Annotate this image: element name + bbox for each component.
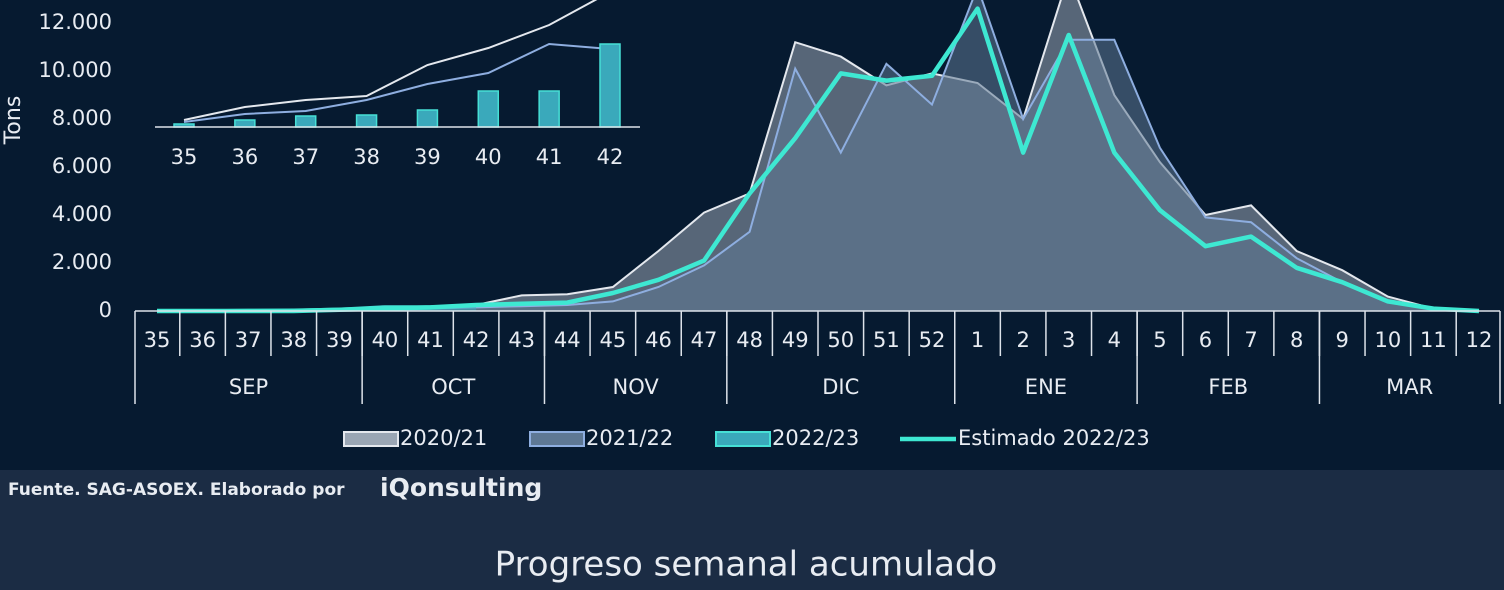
y-tick-label: 10.000 <box>39 58 112 82</box>
group-label: OCT <box>431 375 475 399</box>
x-tick-label: 36 <box>189 328 216 352</box>
legend-swatch <box>343 431 399 447</box>
inset-bar <box>294 115 317 128</box>
x-tick-label: 35 <box>144 328 171 352</box>
plot: 35 36 37 38 39 40 41 42 <box>150 0 1480 314</box>
logo: iQonsulting <box>380 473 542 502</box>
inset-tick-label: 39 <box>414 145 441 169</box>
area-fill <box>157 0 1479 311</box>
x-tick-label: 47 <box>691 328 718 352</box>
x-tick-label: 12 <box>1466 328 1493 352</box>
source: Fuente. SAG-ASOEX. Elaborado por <box>8 480 345 500</box>
group-label: DIC <box>822 375 859 399</box>
inset-tick-label: 35 <box>171 145 198 169</box>
x-tick-label: 11 <box>1420 328 1447 352</box>
legend-label: Estimado 2022/23 <box>958 426 1150 450</box>
inset-tick-label: 37 <box>292 145 319 169</box>
x-tick-label: 10 <box>1374 328 1401 352</box>
inset-bar <box>234 119 256 128</box>
legend-label: 2021/22 <box>586 426 673 450</box>
chart-title: Progreso semanal acumulado <box>495 545 998 585</box>
x-tick-label: 39 <box>326 328 353 352</box>
inset-tick-label: 40 <box>475 145 502 169</box>
y-tick-label: 6.000 <box>52 154 112 178</box>
x-tick-label: 50 <box>827 328 854 352</box>
group-label: MAR <box>1386 375 1433 399</box>
x-tick-label: 8 <box>1290 328 1303 352</box>
x-tick-label: 51 <box>873 328 900 352</box>
y-tick-label: 12.000 <box>39 10 112 34</box>
x-tick-label: 40 <box>372 328 399 352</box>
legend-label: 2020/21 <box>400 426 487 450</box>
x-tick-label: 48 <box>736 328 763 352</box>
x-tick-label: 9 <box>1336 328 1349 352</box>
inset-bar <box>416 109 439 128</box>
x-tick-label: 52 <box>919 328 946 352</box>
inset-bar <box>355 114 378 128</box>
inset-tick-label: 38 <box>353 145 380 169</box>
x-tick-label: 5 <box>1153 328 1166 352</box>
legend-swatch <box>529 431 585 447</box>
legend-label: 2022/23 <box>772 426 859 450</box>
group-label: FEB <box>1208 375 1248 399</box>
x-tick-label: 45 <box>599 328 626 352</box>
x-tick-label: 41 <box>417 328 444 352</box>
y-axis-label: Tons <box>1 96 26 146</box>
x-tick-label: 42 <box>463 328 490 352</box>
inset-bar <box>477 90 500 128</box>
x-tick-label: 43 <box>508 328 535 352</box>
y-tick-label: 0 <box>99 298 112 322</box>
group-label: SEP <box>229 375 268 399</box>
x-tick-label: 46 <box>645 328 672 352</box>
x-tick-label: 1 <box>971 328 984 352</box>
x-tick-label: 37 <box>235 328 262 352</box>
inset-line <box>183 42 611 123</box>
y-tick-label: 2.000 <box>52 250 112 274</box>
inset-bar <box>599 43 621 128</box>
inset-tick-label: 41 <box>536 145 563 169</box>
inset-background <box>150 0 650 180</box>
x-tick-label: 2 <box>1016 328 1029 352</box>
inset-tick-label: 36 <box>231 145 258 169</box>
y-tick-label: 4.000 <box>52 202 112 226</box>
inset-tick-label: 42 <box>597 145 624 169</box>
x-tick-label: 3 <box>1062 328 1075 352</box>
legend-swatch <box>715 431 771 447</box>
x-tick-label: 49 <box>782 328 809 352</box>
line <box>157 6 1480 314</box>
group-label: NOV <box>613 375 660 399</box>
x-tick-label: 7 <box>1244 328 1257 352</box>
inset-line <box>183 0 598 121</box>
x-tick-label: 6 <box>1199 328 1212 352</box>
group-label: ENE <box>1025 375 1067 399</box>
x-tick-label: 44 <box>554 328 581 352</box>
x-tick-label: 38 <box>280 328 307 352</box>
x-tick-label: 4 <box>1108 328 1121 352</box>
inset-bar <box>538 90 560 128</box>
y-tick-label: 8.000 <box>52 106 112 130</box>
